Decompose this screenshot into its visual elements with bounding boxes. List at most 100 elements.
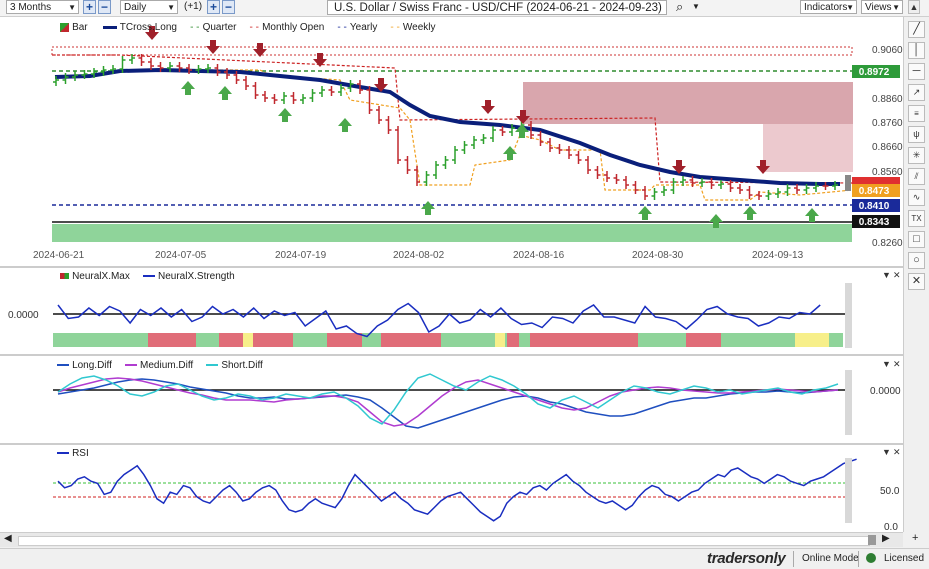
vertical-line-icon[interactable]: │ — [908, 42, 925, 59]
chart-area[interactable]: 0.8972 0.8473 0.8410 0.8343 0.9060 0.886… — [0, 17, 903, 533]
scroll-right-icon[interactable]: ▶ — [882, 533, 890, 544]
quarter-legend-icon: - - — [190, 22, 200, 33]
quarter-badge — [852, 65, 900, 78]
zoom-out-button[interactable]: − — [98, 0, 111, 14]
period-value: 3 Months — [10, 2, 52, 13]
rsi-line — [57, 458, 857, 522]
long-diff-legend-icon — [57, 364, 69, 367]
neural-band — [495, 333, 505, 347]
sell-arrow-icon — [313, 53, 327, 67]
scroll-up-icon[interactable]: ▲ — [908, 0, 920, 14]
neural-band — [327, 333, 362, 347]
sell-arrow-icon — [253, 43, 267, 57]
close-icon[interactable]: ✕ — [893, 447, 901, 457]
brand-logo: tradersonly — [707, 550, 786, 567]
price-tick: 0.9060 — [872, 45, 903, 56]
channel-icon[interactable]: ⫽ — [908, 168, 925, 185]
price-tick: 0.8260 — [872, 238, 903, 249]
resistance-zone — [523, 82, 853, 124]
sell-arrow-icon — [756, 160, 770, 174]
rsi-axis-0: 0.0 — [884, 522, 898, 532]
scroll-left-icon[interactable]: ◀ — [4, 533, 12, 544]
horizontal-scrollbar[interactable]: ◀ ▶ — [0, 532, 903, 547]
views-label: Views — [865, 2, 892, 13]
panel-menu-icon[interactable]: ▼ — [882, 270, 891, 280]
price-tick: 0.8560 — [872, 167, 903, 178]
panel-menu-icon[interactable]: ▼ — [882, 447, 891, 457]
chart-svg[interactable]: 0.8972 0.8473 0.8410 0.8343 0.9060 0.886… — [0, 17, 903, 533]
chevron-down-icon[interactable]: ▼ — [692, 2, 700, 11]
legend-tcross: TCross.Long — [119, 22, 177, 33]
trend-icon[interactable]: ↗ — [908, 84, 925, 101]
neural-strength-legend-icon — [142, 275, 155, 278]
short-diff-line — [57, 373, 839, 425]
weekly-line — [180, 69, 853, 201]
last-price-text: 0.8473 — [859, 186, 890, 197]
buy-arrow-icon — [503, 146, 517, 160]
zoom-in-button[interactable]: + — [83, 0, 96, 14]
neural-legend: NeuralX.Max NeuralX.Strength — [60, 270, 235, 282]
yearly-badge — [852, 199, 900, 212]
price-tick: 0.8660 — [872, 142, 903, 153]
interval-select[interactable]: Daily ▼ — [120, 0, 178, 14]
neural-band — [363, 333, 381, 347]
medium-diff-legend-icon — [124, 364, 137, 367]
support-zone — [52, 224, 852, 242]
close-icon[interactable]: ✕ — [893, 359, 901, 369]
neural-max-legend-icon — [60, 273, 69, 280]
chevron-down-icon: ▼ — [892, 3, 900, 12]
delete-icon[interactable]: ✕ — [908, 273, 925, 290]
price-tick: 0.8860 — [872, 94, 903, 105]
rsi-axis-50: 50.0 — [880, 486, 900, 497]
toolbar: 3 Months ▼ + − Daily ▼ (+1) + − U.S. Dolla… — [0, 0, 929, 17]
text-icon[interactable]: TX — [908, 210, 925, 227]
gann-icon[interactable]: ✳ — [908, 147, 925, 164]
tcross-legend-icon — [102, 25, 117, 29]
panel-menu-icon[interactable]: ▼ — [882, 359, 891, 369]
period-select[interactable]: 3 Months ▼ — [6, 0, 79, 14]
indicators-button[interactable]: Indicators ▼ — [800, 0, 857, 14]
sell-arrow-icon — [672, 160, 686, 174]
search-icon[interactable]: ⌕ — [676, 0, 684, 14]
neural-band — [219, 333, 243, 347]
neural-band — [530, 333, 638, 347]
views-button[interactable]: Views ▼ — [861, 0, 903, 14]
neural-axis-label: 0.0000 — [8, 310, 39, 321]
date-tick: 2024-08-02 — [393, 250, 445, 261]
legend-weekly: Weekly — [402, 22, 436, 33]
sell-arrow-icon — [516, 110, 530, 124]
add-button[interactable]: + — [207, 0, 220, 14]
rectangle-icon[interactable]: □ — [908, 231, 925, 248]
symbol-title[interactable]: U.S. Dollar / Swiss Franc - USD/CHF (202… — [327, 0, 667, 15]
buy-arrow-icon — [743, 206, 757, 220]
buy-arrow-icon — [218, 86, 232, 100]
quarter-badge-text: 0.8972 — [859, 67, 890, 78]
status-bar: tradersonly Online Mode Licensed — [0, 548, 929, 569]
medium-diff-line — [57, 377, 839, 427]
pitchfork-icon[interactable]: ψ — [908, 126, 925, 143]
sell-arrow-icon — [374, 78, 388, 92]
diff-axis-label: 0.0000 — [870, 386, 901, 397]
line-tool-icon[interactable]: ╱ — [908, 21, 925, 38]
online-mode: Online Mode — [802, 553, 859, 564]
buy-arrow-icon — [338, 118, 352, 132]
fib-icon[interactable]: ≡ — [908, 105, 925, 122]
yearly-badge-text: 0.8410 — [859, 201, 890, 212]
ellipse-icon[interactable]: ○ — [908, 252, 925, 269]
horizontal-line-icon[interactable]: ─ — [908, 63, 925, 80]
legend-bar: Bar — [72, 22, 88, 33]
buy-arrow-icon — [278, 108, 292, 122]
add-panel-icon[interactable]: + — [912, 532, 919, 544]
legend-quarter: Quarter — [202, 22, 237, 33]
chevron-down-icon: ▼ — [846, 3, 854, 12]
remove-button[interactable]: − — [222, 0, 235, 14]
scroll-track[interactable] — [18, 536, 870, 546]
tcross-long-line — [54, 67, 840, 186]
scroll-thumb[interactable] — [868, 535, 876, 545]
sell-arrow-icon — [145, 26, 159, 40]
cycle-icon[interactable]: ∿ — [908, 189, 925, 206]
legend-rsi: RSI — [72, 448, 89, 459]
neural-band — [243, 333, 253, 347]
main-legend: Bar TCross.Long - - Quarter - - Monthly … — [60, 21, 436, 33]
close-icon[interactable]: ✕ — [893, 270, 901, 280]
